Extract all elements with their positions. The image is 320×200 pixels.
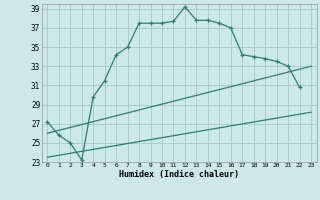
- X-axis label: Humidex (Indice chaleur): Humidex (Indice chaleur): [119, 170, 239, 179]
